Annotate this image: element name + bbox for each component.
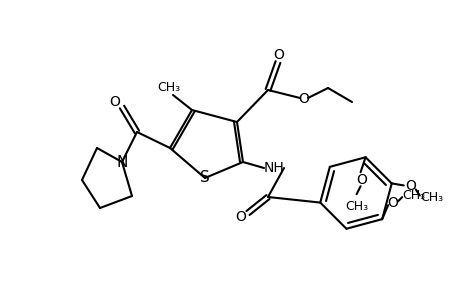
Text: CH₃: CH₃ (157, 80, 180, 94)
Text: N: N (116, 154, 128, 169)
Text: CH₃: CH₃ (344, 200, 367, 213)
Text: NH: NH (263, 161, 284, 175)
Text: O: O (273, 48, 284, 62)
Text: S: S (200, 170, 209, 185)
Text: O: O (387, 196, 398, 210)
Text: CH₃: CH₃ (402, 189, 425, 202)
Text: CH₃: CH₃ (419, 191, 442, 204)
Text: O: O (355, 173, 366, 187)
Text: O: O (235, 210, 246, 224)
Text: O: O (109, 95, 120, 109)
Text: O: O (404, 179, 415, 194)
Text: O: O (298, 92, 309, 106)
